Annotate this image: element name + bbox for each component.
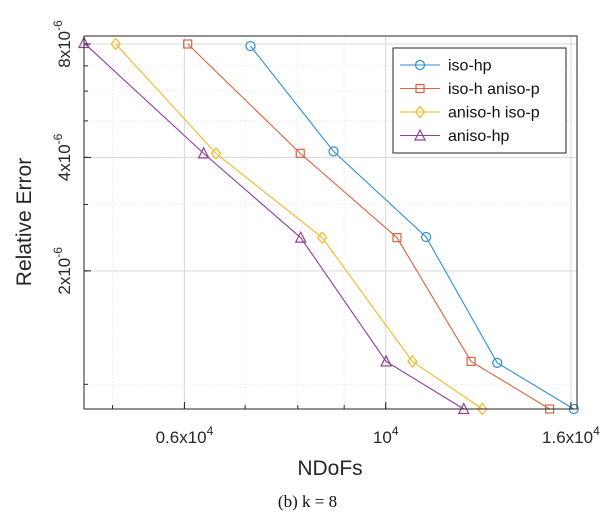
data-point-iso-hp-3 bbox=[492, 357, 503, 368]
legend: iso-hp iso-h aniso-p aniso-h iso-p aniso-hp bbox=[392, 47, 567, 154]
plot-frame bbox=[83, 35, 578, 410]
legend-label-iso-h-aniso-p: iso-h aniso-p bbox=[448, 81, 540, 98]
series-group bbox=[78, 36, 579, 416]
x-tick-label-0: 0.6x104 bbox=[156, 424, 214, 447]
figure-caption: (b) k = 8 bbox=[277, 492, 338, 511]
legend-label-aniso-h-iso-p: aniso-h iso-p bbox=[448, 105, 540, 122]
y-axis-label: Relative Error bbox=[13, 158, 36, 286]
legend-label-aniso-hp: aniso-hp bbox=[448, 128, 509, 145]
legend-marker-aniso-hp bbox=[414, 128, 426, 141]
y-tick-label-0: 2x10-6 bbox=[51, 247, 74, 295]
series-line-iso-h-aniso-p bbox=[187, 43, 550, 410]
chart: 0.6x104 104 1.6x104 2x10-6 4x10-6 8x10-6 NDoF… bbox=[13, 20, 600, 480]
data-point-iso-h-aniso-p-1 bbox=[295, 148, 305, 158]
data-point-aniso-hp-3 bbox=[380, 354, 393, 367]
ticks: 0.6x104 104 1.6x104 2x10-6 4x10-6 8x10-6 bbox=[51, 20, 600, 447]
data-point-aniso-h-iso-p-1 bbox=[210, 146, 222, 160]
legend-marker-iso-hp bbox=[414, 59, 426, 71]
data-point-aniso-hp-2 bbox=[294, 230, 307, 243]
data-point-iso-h-aniso-p-2 bbox=[392, 233, 402, 243]
data-point-iso-hp-0 bbox=[245, 40, 256, 52]
x-tick-label-1: 104 bbox=[373, 424, 399, 447]
series-line-aniso-hp bbox=[83, 42, 465, 410]
legend-marker-iso-h-aniso-p bbox=[415, 83, 425, 94]
data-point-aniso-h-iso-p-0 bbox=[110, 37, 122, 51]
y-tick-label-1: 4x10-6 bbox=[51, 133, 74, 181]
data-point-aniso-hp-1 bbox=[197, 146, 210, 159]
series-line-aniso-h-iso-p bbox=[115, 43, 483, 410]
data-point-iso-hp-1 bbox=[328, 146, 339, 157]
y-tick-label-2: 8x10-6 bbox=[51, 20, 74, 68]
data-point-aniso-h-iso-p-2 bbox=[316, 231, 328, 245]
data-point-aniso-h-iso-p-3 bbox=[407, 354, 418, 368]
legend-label-iso-hp: iso-hp bbox=[448, 58, 492, 75]
series-line-iso-hp bbox=[250, 45, 575, 410]
data-point-iso-hp-2 bbox=[421, 231, 432, 243]
x-axis-label: NDoFs bbox=[297, 457, 362, 480]
grid bbox=[84, 36, 577, 409]
data-point-iso-h-aniso-p-0 bbox=[183, 39, 193, 49]
legend-marker-aniso-h-iso-p bbox=[414, 105, 426, 119]
data-point-aniso-h-iso-p-4 bbox=[477, 402, 488, 416]
data-point-iso-h-aniso-p-3 bbox=[466, 356, 476, 367]
x-tick-label-2: 1.6x104 bbox=[542, 424, 600, 447]
